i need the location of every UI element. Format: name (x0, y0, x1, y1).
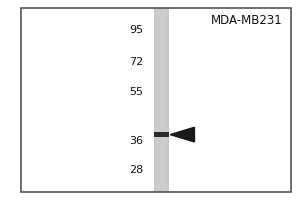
Bar (155, 8, 167, 192)
Bar (154, 8, 169, 192)
Text: 36: 36 (129, 136, 143, 146)
Text: MDA-MB231: MDA-MB231 (211, 14, 283, 27)
Text: 72: 72 (129, 57, 143, 67)
Bar (154, 8, 169, 192)
Bar (154, 132, 169, 137)
Text: 28: 28 (129, 165, 143, 175)
Text: 55: 55 (129, 87, 143, 97)
Bar (155, 8, 168, 192)
Bar (154, 8, 168, 192)
Polygon shape (170, 127, 194, 142)
Text: 95: 95 (129, 25, 143, 35)
Bar (156, 8, 167, 192)
